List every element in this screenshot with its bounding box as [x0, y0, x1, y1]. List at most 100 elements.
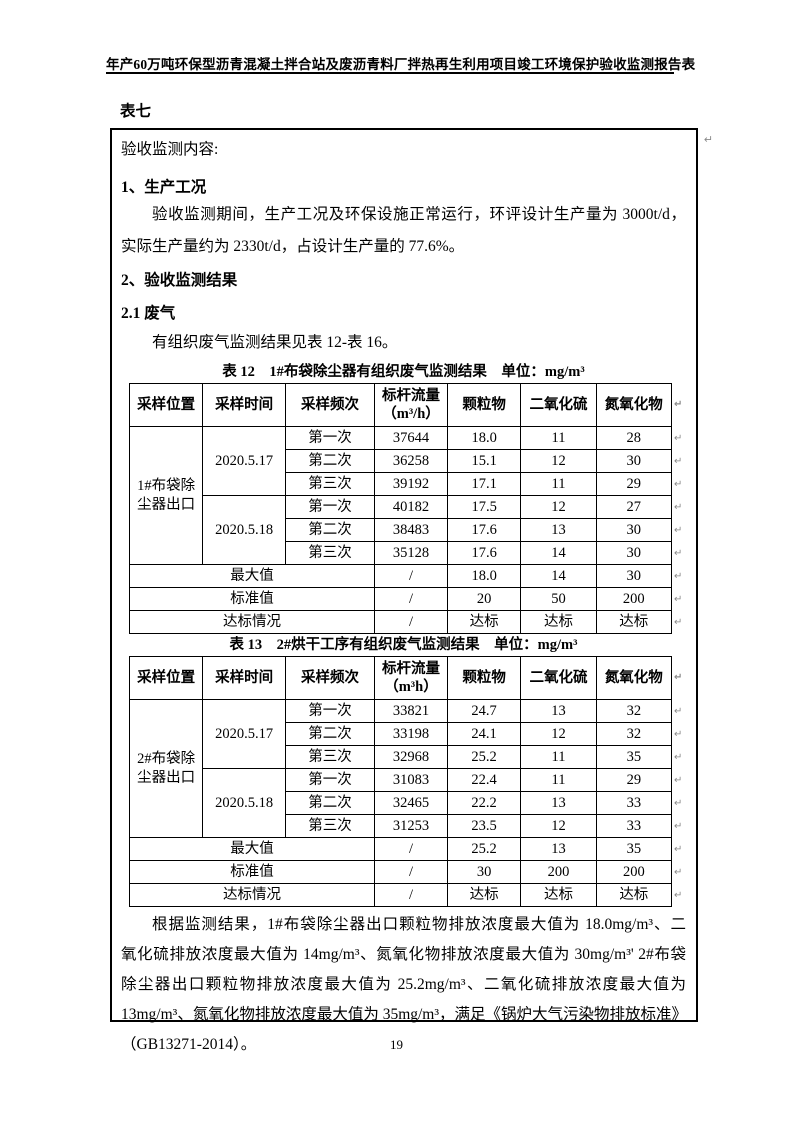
- paragraph-return-icon: ↵: [673, 478, 683, 490]
- paragraph-line: 13mg/m³、氮氧化物排放浓度最大值为 35mg/m³，满足《锅炉大气污染物排…: [121, 1006, 688, 1023]
- paragraph-return-icon: ↵: [673, 501, 683, 513]
- cell-nox: 27: [595, 495, 672, 519]
- summary-label: 标准值: [128, 860, 376, 884]
- cell-nox: 35: [595, 745, 672, 769]
- cell-frequency: 第二次: [285, 722, 376, 746]
- cell-pm: 30: [446, 860, 522, 884]
- column-header-pm: 颗粒物: [446, 383, 522, 427]
- section1-paragraph: 验收监测期间，生产工况及环保设施正常运行，环评设计生产量为 3000t/d， 实…: [121, 199, 686, 263]
- cell-flow: 37644: [374, 426, 448, 450]
- cell-pm: 24.1: [446, 722, 522, 746]
- monitoring-content-label: 验收监测内容:: [121, 141, 219, 158]
- cell-so2: 12: [520, 495, 597, 519]
- cell-nox: 200: [595, 860, 672, 884]
- cell-frequency: 第一次: [285, 495, 376, 519]
- paragraph-return-icon: ↵: [673, 751, 683, 763]
- cell-pm: 17.6: [446, 541, 522, 565]
- summary-label: 达标情况: [128, 883, 376, 907]
- table-row: 第二次 36258 15.1 12 30 ↵: [130, 449, 686, 473]
- cell-pm: 20: [446, 587, 522, 611]
- summary-row-max: 最大值 / 25.2 13 35 ↵: [128, 837, 686, 861]
- cell-so2: 12: [520, 449, 597, 473]
- cell-nox: 35: [595, 837, 672, 861]
- summary-label: 最大值: [128, 564, 376, 588]
- paragraph-return-icon: ↵: [703, 133, 713, 146]
- cell-so2: 11: [520, 472, 597, 496]
- cell-flow: /: [374, 610, 448, 634]
- cell-so2: 11: [520, 768, 597, 792]
- summary-label: 标准值: [128, 587, 376, 611]
- cell-date: 2020.5.18: [202, 768, 287, 838]
- table-row: 第二次 33198 24.1 12 32 ↵: [130, 722, 686, 746]
- column-header-flow: 标杆流量 （m³h）: [374, 656, 448, 700]
- cell-so2: 11: [520, 426, 597, 450]
- conclusion-paragraph: 根据监测结果，1#布袋除尘器出口颗粒物排放浓度最大值为 18.0mg/m³、二 …: [121, 910, 688, 1060]
- cell-pm: 22.2: [446, 791, 522, 815]
- table-row: 第三次 35128 17.6 14 30 ↵: [130, 541, 686, 565]
- table-row: 第三次 32968 25.2 11 35 ↵: [130, 745, 686, 769]
- table-row: 第二次 32465 22.2 13 33 ↵: [130, 791, 686, 815]
- cell-so2: 达标: [520, 610, 597, 634]
- paragraph-line: 除尘器出口颗粒物排放浓度最大值为 25.2mg/m³、二氧化硫排放浓度最大值为: [121, 976, 686, 993]
- paragraph-line: （GB13271-2014）。: [121, 1036, 257, 1053]
- cell-nox: 33: [595, 791, 672, 815]
- cell-pm: 17.6: [446, 518, 522, 542]
- table-row: 2#布袋除尘器出口 2020.5.17 第一次 33821 24.7 13 32…: [128, 699, 686, 838]
- cell-location: 1#布袋除尘器出口: [128, 426, 204, 565]
- cell-pm: 25.2: [446, 745, 522, 769]
- paragraph-return-icon: ↵: [673, 616, 683, 628]
- cell-flow: /: [374, 860, 448, 884]
- column-header-time: 采样时间: [202, 383, 287, 427]
- cell-nox: 29: [595, 472, 672, 496]
- column-header-so2: 二氧化硫: [520, 383, 597, 427]
- cell-nox: 200: [595, 587, 672, 611]
- cell-frequency: 第二次: [285, 791, 376, 815]
- summary-label: 最大值: [128, 837, 376, 861]
- table-13: 采样位置 采样时间 采样频次 标杆流量 （m³h） 颗粒物 二氧化硫 氮氧化物 …: [128, 656, 686, 907]
- cell-flow: 33821: [374, 699, 448, 723]
- cell-pm: 22.4: [446, 768, 522, 792]
- column-header-location: 采样位置: [128, 656, 204, 700]
- paragraph-return-icon: ↵: [673, 671, 683, 683]
- cell-pm: 17.1: [446, 472, 522, 496]
- cell-frequency: 第三次: [285, 541, 376, 565]
- summary-row-compliance: 达标情况 / 达标 达标 达标 ↵: [128, 610, 686, 634]
- section2-1-heading: 2.1 废气: [121, 305, 176, 322]
- cell-flow: /: [374, 564, 448, 588]
- table12-title: 表 12 1#布袋除尘器有组织废气监测结果 单位：mg/m³: [222, 364, 585, 380]
- paragraph-return-icon: ↵: [673, 524, 683, 536]
- content-box: ↵ 验收监测内容: 1、生产工况 验收监测期间，生产工况及环保设施正常运行，环评…: [110, 128, 713, 1053]
- cell-so2: 13: [520, 837, 597, 861]
- cell-nox: 30: [595, 449, 672, 473]
- cell-date: 2020.5.17: [202, 699, 287, 769]
- cell-date: 2020.5.18: [202, 495, 287, 565]
- cell-pm: 17.5: [446, 495, 522, 519]
- cell-so2: 14: [520, 564, 597, 588]
- column-header-flow: 标杆流量 （m³/h）: [374, 383, 448, 427]
- cell-frequency: 第三次: [285, 472, 376, 496]
- column-header-so2: 二氧化硫: [520, 656, 597, 700]
- column-header-frequency: 采样频次: [285, 656, 376, 700]
- cell-so2: 200: [520, 860, 597, 884]
- cell-frequency: 第一次: [285, 768, 376, 792]
- paragraph-return-icon: ↵: [673, 398, 683, 410]
- column-header-time: 采样时间: [202, 656, 287, 700]
- cell-date: 2020.5.17: [202, 426, 287, 496]
- cell-so2: 13: [520, 791, 597, 815]
- paragraph-return-icon: ↵: [673, 797, 683, 809]
- cell-so2: 12: [520, 814, 597, 838]
- cell-nox: 达标: [595, 610, 672, 634]
- table-seven-label: 表七: [120, 103, 152, 120]
- table-header-row: 采样位置 采样时间 采样频次 标杆流量 （m³h） 颗粒物 二氧化硫 氮氧化物 …: [128, 656, 686, 700]
- cell-so2: 12: [520, 722, 597, 746]
- cell-frequency: 第一次: [285, 699, 376, 723]
- paragraph-return-icon: ↵: [673, 820, 683, 832]
- cell-so2: 50: [520, 587, 597, 611]
- table-row: 2020.5.18 第一次 40182 17.5 12 27 ↵: [130, 495, 686, 565]
- summary-row-compliance: 达标情况 / 达标 达标 达标 ↵: [128, 883, 686, 907]
- cell-so2: 11: [520, 745, 597, 769]
- cell-pm: 18.0: [446, 426, 522, 450]
- paragraph-line: 根据监测结果，1#布袋除尘器出口颗粒物排放浓度最大值为 18.0mg/m³、二: [152, 916, 686, 933]
- paragraph-return-icon: ↵: [673, 593, 683, 605]
- cell-nox: 32: [595, 699, 672, 723]
